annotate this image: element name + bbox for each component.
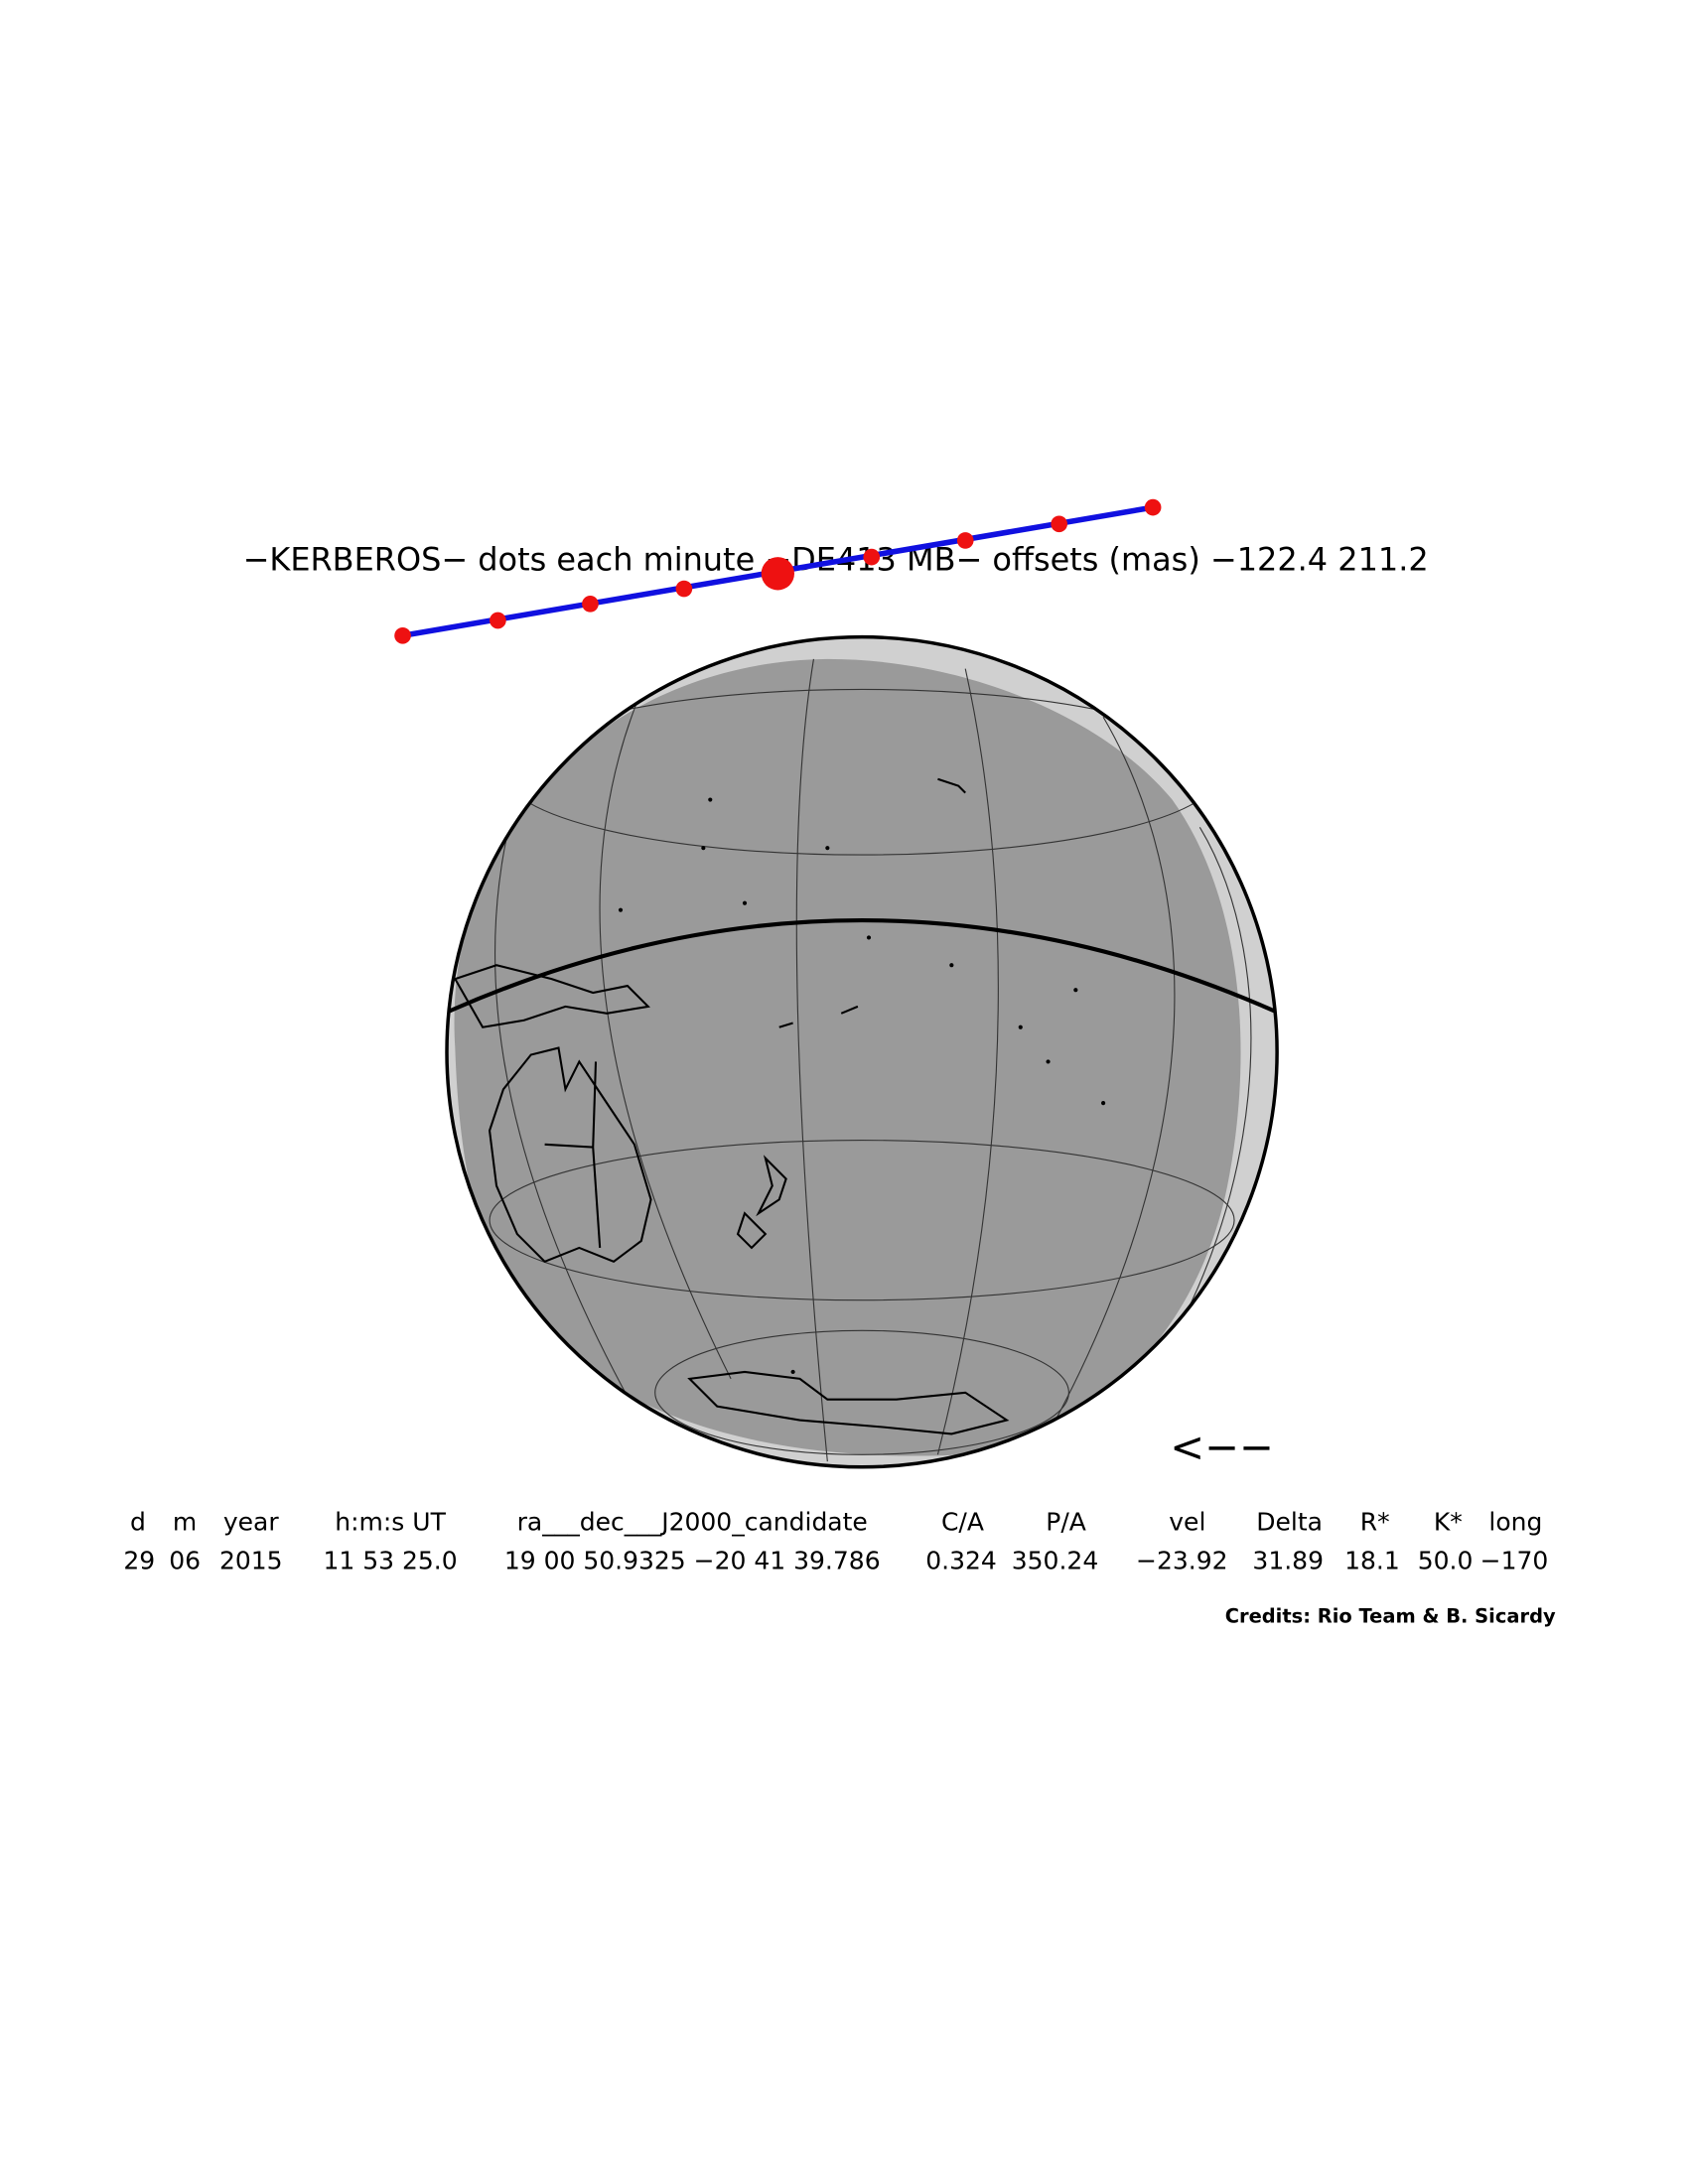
credits: Credits: Rio Team & B. Sicardy [1225,1605,1556,1628]
column-header: Delta [1256,1508,1323,1537]
column-header: P/A [1046,1508,1086,1537]
night-side [454,658,1241,1456]
direction-arrow: <−− [1170,1423,1274,1471]
table-cell: 50.0 [1418,1547,1474,1575]
event-table: d m year h:m:s UT ra___dec___J2000_candidate… [123,1508,1548,1575]
column-header: year [223,1508,279,1537]
table-cell: 2015 [219,1547,283,1575]
table-cell: 0.324 [925,1547,997,1575]
table-cell: 31.89 [1252,1547,1324,1575]
table-cell: 29 [123,1547,155,1575]
equator-path [447,918,1278,1016]
islands [618,797,1106,1375]
table-cell: 350.24 [1012,1547,1098,1575]
column-header: ra___dec___J2000_candidate [517,1508,868,1537]
table-cell: 18.1 [1344,1547,1400,1575]
column-header: long [1488,1508,1542,1537]
table-cell: −170 [1480,1547,1549,1575]
table-cell: 19 00 50.9325 −20 41 39.786 [504,1547,881,1575]
column-header: h:m:s UT [335,1508,446,1537]
column-header: m [173,1508,197,1537]
table-cell: −23.92 [1136,1547,1228,1575]
table-cell: 11 53 25.0 [323,1547,457,1575]
column-header: vel [1169,1508,1205,1537]
occultation-track [394,498,1162,644]
column-header: R* [1360,1508,1390,1537]
coastlines [453,777,1010,1435]
column-header: K* [1434,1508,1463,1537]
globe-outline [445,634,1279,1469]
column-header: C/A [941,1508,984,1537]
column-header: d [130,1508,146,1537]
minute-dots [394,498,1162,644]
table-cell: 06 [169,1547,201,1575]
globe [445,634,1279,1469]
